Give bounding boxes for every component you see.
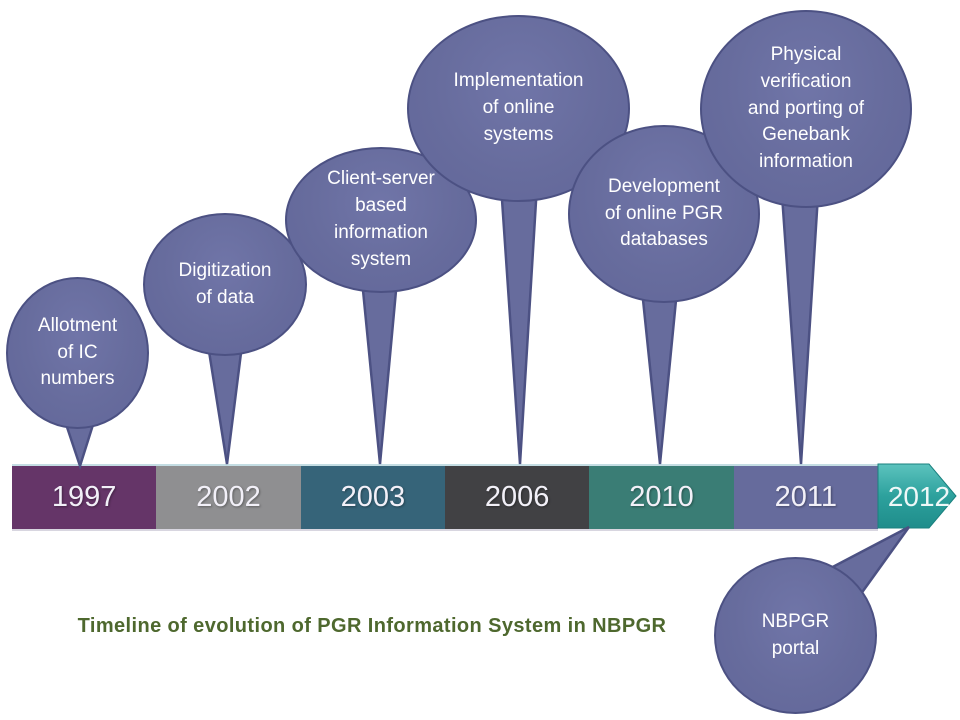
callout-label: Client-server based information system: [327, 168, 435, 270]
timeline-segment-2003: 2003: [300, 466, 445, 529]
callout-label: NBPGR portal: [761, 610, 830, 659]
year-label: 2003: [340, 481, 406, 513]
callout-label: Implementation of online systems: [453, 70, 584, 145]
timeline-segment-2010: 2010: [589, 466, 734, 529]
callout-tail-2006: [499, 183, 539, 465]
year-label: 2010: [629, 481, 694, 513]
year-label: 2002: [196, 481, 261, 513]
callout-tail-2002: [206, 343, 244, 465]
callout-label: Digitization of data: [178, 259, 272, 308]
callout-label: Allotment of IC numbers: [37, 314, 118, 390]
timeline-arrow-2012: 2012: [877, 463, 957, 529]
callout-label: Physical verification and porting of Gen…: [747, 43, 865, 173]
callout-2012-nbpgr-portal: NBPGR portal: [714, 557, 877, 714]
timeline-segment-1997: 1997: [12, 466, 157, 529]
callout-tail-2010: [640, 288, 679, 465]
callout-2010-development: Development of online PGR databases: [568, 125, 760, 303]
callout-tail-2003: [360, 278, 399, 465]
year-label: 2012: [888, 481, 950, 512]
year-label: 1997: [51, 481, 117, 513]
callout-tail-2011: [780, 193, 820, 465]
year-label: 2006: [484, 481, 550, 513]
callout-2011-physical-verification: Physical verification and porting of Gen…: [700, 10, 912, 208]
year-label: 2011: [774, 481, 837, 513]
callout-1997-allotment: Allotment of IC numbers: [6, 277, 149, 429]
timeline-segment-2002: 2002: [156, 466, 301, 529]
callout-2002-digitization: Digitization of data: [143, 213, 307, 356]
callout-label: Development of online PGR databases: [604, 175, 724, 251]
timeline-segment-2006: 2006: [444, 466, 590, 529]
timeline-segment-2011: 2011: [733, 466, 878, 529]
timeline-bar: 1997 2002 2003 2006 2010 2011: [12, 464, 878, 531]
arrow-shape: [877, 463, 957, 529]
slide-caption: Timeline of evolution of PGR Information…: [77, 615, 667, 637]
